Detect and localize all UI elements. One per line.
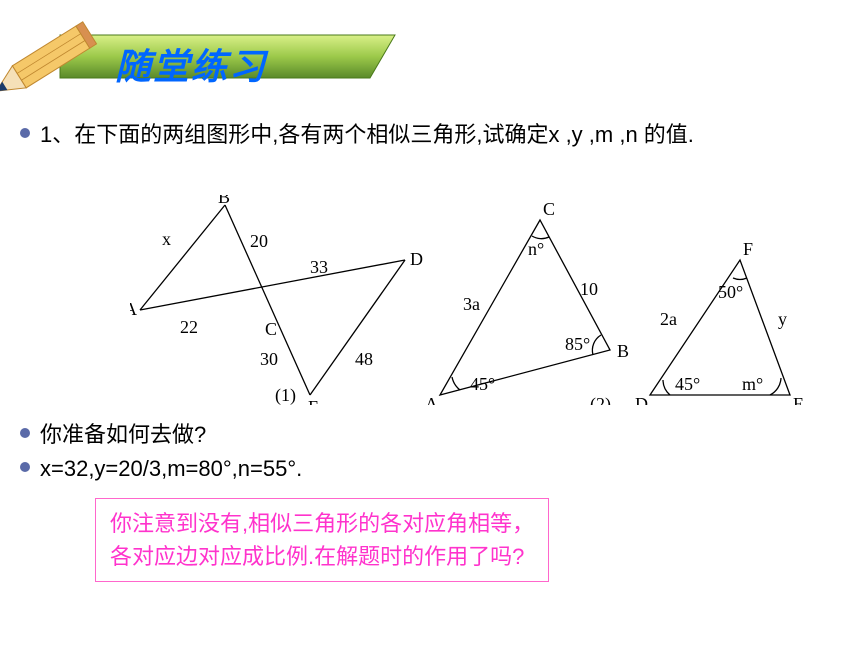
svg-text:85°: 85°	[565, 334, 590, 354]
diagram-area: B A C D E x 20 22 33 30 48 (1) A B C 3a …	[130, 195, 810, 405]
svg-text:C: C	[543, 199, 555, 219]
bullet-dot-icon	[20, 428, 30, 438]
svg-text:A: A	[425, 394, 438, 405]
svg-text:x: x	[162, 229, 171, 249]
bullet-dot-icon	[20, 462, 30, 472]
followup-text: 你准备如何去做?	[40, 418, 206, 451]
note-box: 你注意到没有,相似三角形的各对应角相等， 各对应边对应成比例.在解题时的作用了吗…	[95, 498, 549, 582]
svg-text:D: D	[635, 394, 648, 405]
svg-text:E: E	[308, 397, 319, 405]
svg-text:y: y	[778, 309, 787, 329]
answer-text: x=32,y=20/3,m=80°,n=55°.	[40, 452, 302, 485]
svg-text:48: 48	[355, 349, 373, 369]
svg-text:50°: 50°	[718, 282, 743, 302]
svg-text:2a: 2a	[660, 309, 677, 329]
note-line-2: 各对应边对应成比例.在解题时的作用了吗?	[110, 540, 534, 573]
svg-text:(1): (1)	[275, 385, 296, 405]
bullet-dot-icon	[20, 128, 30, 138]
svg-text:(2): (2)	[590, 394, 611, 405]
followup-bullet-1: 你准备如何去做?	[20, 418, 206, 451]
svg-text:30: 30	[260, 349, 278, 369]
svg-text:D: D	[410, 249, 423, 269]
svg-text:45°: 45°	[675, 374, 700, 394]
triangles-svg: B A C D E x 20 22 33 30 48 (1) A B C 3a …	[130, 195, 810, 405]
note-line-1: 你注意到没有,相似三角形的各对应角相等，	[110, 507, 534, 540]
svg-text:33: 33	[310, 257, 328, 277]
svg-text:20: 20	[250, 231, 268, 251]
header-banner: 随堂练习	[0, 10, 420, 90]
svg-text:E: E	[793, 394, 804, 405]
answer-bullet: x=32,y=20/3,m=80°,n=55°.	[20, 452, 302, 485]
svg-text:C: C	[265, 319, 277, 339]
question-text: 1、在下面的两组图形中,各有两个相似三角形,试确定x ,y ,m ,n 的值.	[40, 118, 694, 151]
svg-text:3a: 3a	[463, 294, 480, 314]
svg-text:n°: n°	[528, 239, 544, 259]
svg-text:10: 10	[580, 279, 598, 299]
svg-text:45°: 45°	[470, 374, 495, 394]
svg-text:22: 22	[180, 317, 198, 337]
svg-text:F: F	[743, 239, 753, 259]
question-bullet: 1、在下面的两组图形中,各有两个相似三角形,试确定x ,y ,m ,n 的值.	[20, 118, 800, 151]
svg-text:B: B	[218, 195, 230, 207]
page-title: 随堂练习	[115, 38, 267, 90]
svg-text:m°: m°	[742, 374, 763, 394]
svg-text:B: B	[617, 341, 629, 361]
svg-text:A: A	[130, 299, 137, 319]
